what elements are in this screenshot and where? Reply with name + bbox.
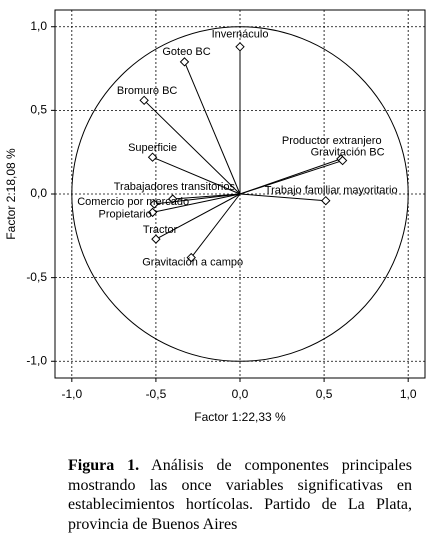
caption: Figura 1. Análisis de componentes princi…	[68, 456, 412, 534]
point	[179, 57, 190, 67]
point-label: Comercio por mercado	[77, 196, 189, 208]
point-label: Invernáculo	[212, 29, 269, 41]
point-label: Trabajadores transitorios	[114, 181, 236, 193]
x-tick-label: -1,0	[61, 387, 82, 401]
chart: Factor 1:22,33 % Factor 2:18,08 % -1,0 -0…	[4, 9, 426, 424]
point	[139, 95, 149, 106]
point	[147, 152, 158, 162]
loading-vector	[152, 193, 241, 213]
loading-vector	[143, 99, 241, 195]
x-tick-label: 0,0	[232, 387, 249, 401]
point	[235, 42, 245, 52]
loading-vector	[239, 193, 326, 202]
y-tick-label: -0,5	[26, 270, 47, 284]
point	[321, 195, 331, 206]
point	[149, 199, 159, 209]
loading-vector	[239, 160, 343, 195]
point	[151, 234, 161, 244]
loading-vector	[190, 193, 241, 258]
loading-vector	[184, 61, 241, 195]
point-label: Gravitación a campo	[142, 256, 243, 268]
point-label: Trabajo familiar mayoritario	[265, 185, 398, 197]
loading-vector	[152, 156, 241, 195]
point-label: Superficie	[128, 142, 177, 154]
y-axis-label: Factor 2:18,08 %	[4, 148, 18, 240]
y-tick-label: 0,5	[30, 103, 47, 117]
point-label: Goteo BC	[162, 46, 210, 58]
point-label: Gravitación BC	[311, 146, 385, 158]
point-label: Tractor	[143, 224, 178, 236]
unit-circle	[71, 26, 409, 362]
x-tick-label: 0,5	[316, 387, 333, 401]
loading-vector	[154, 193, 241, 205]
x-tick-label: -0,5	[146, 387, 167, 401]
point	[168, 194, 178, 204]
y-tick-label: 0,0	[30, 186, 47, 200]
y-tick-label: 1,0	[30, 19, 47, 33]
caption-text: Análisis de componentes principales most…	[68, 457, 412, 533]
y-tick-label: -1,0	[26, 353, 47, 367]
point	[147, 207, 158, 218]
x-axis-label: Factor 1:22,33 %	[194, 410, 286, 424]
loading-vector	[155, 193, 241, 240]
point-label: Productor extranjero	[282, 135, 382, 147]
point	[337, 155, 348, 166]
point-label: Bromuro BC	[117, 85, 178, 97]
x-tick-label: 1,0	[400, 387, 417, 401]
caption-label: Figura 1.	[68, 457, 140, 474]
point	[186, 252, 196, 263]
point-label: Propietario	[99, 208, 152, 220]
